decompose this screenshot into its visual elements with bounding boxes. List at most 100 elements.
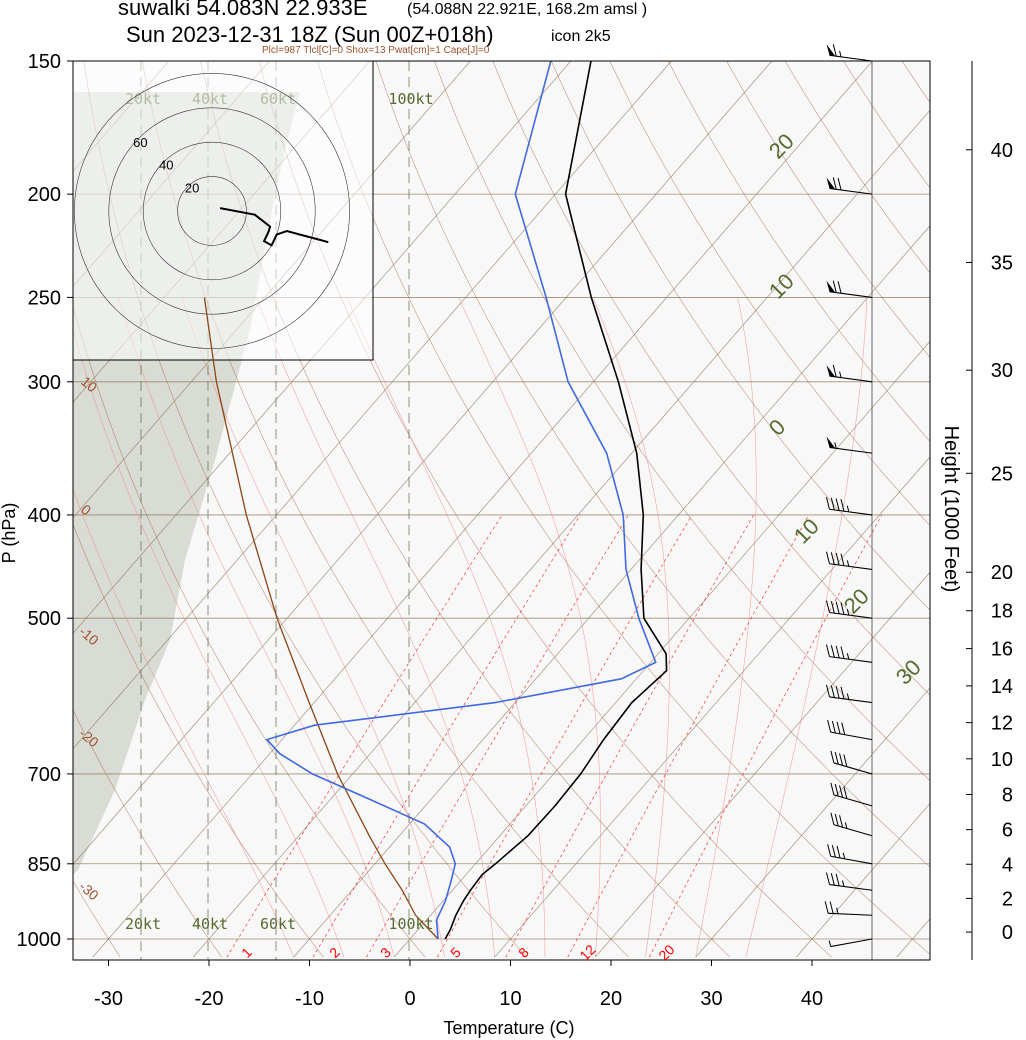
dry-adiabat	[609, 61, 930, 527]
wind-barb-flag	[835, 873, 840, 886]
height-tick-label: 6	[1002, 820, 1013, 842]
wind-barb-half-flag	[842, 880, 845, 887]
wind-barb-shaft	[830, 938, 873, 948]
wind-barb-pennant	[826, 436, 836, 449]
dry-adiabat	[73, 709, 223, 958]
wind-barb	[826, 600, 873, 619]
moist-adiabat	[458, 297, 601, 958]
temperature-tick-label: 0	[404, 988, 415, 1010]
pressure-tick-label: 200	[28, 184, 61, 206]
hodograph-ring	[108, 107, 316, 315]
temperature-tick-label: -10	[295, 988, 324, 1010]
speed-reference-label-bottom: 40kt	[192, 915, 228, 933]
wind-barb-flag	[843, 786, 848, 799]
mixing-ratio-line	[567, 514, 810, 958]
y-axis-title: P (hPa)	[0, 503, 19, 564]
height-tick-label: 35	[991, 252, 1013, 274]
speed-reference-label-bottom: 100kt	[388, 915, 433, 933]
wind-barb-half-flag	[834, 442, 837, 449]
isotherm	[695, 687, 930, 958]
wind-barb	[826, 177, 873, 195]
dry-adiabat	[83, 61, 528, 958]
parcel-path	[203, 297, 439, 940]
height-tick-label: 16	[991, 639, 1013, 661]
hodograph-trace	[219, 207, 329, 247]
temperature-tick-label: 20	[600, 988, 622, 1010]
wind-barb	[830, 750, 873, 775]
valid-time-title: Sun 2023-12-31 18Z (Sun 00Z+018h)	[126, 22, 494, 47]
wind-barb-flag	[827, 844, 832, 857]
height-tick-label: 10	[991, 749, 1013, 771]
wind-barb-flag	[840, 646, 845, 659]
wind-barb-flag	[837, 281, 842, 294]
wind-barb-shaft	[830, 731, 873, 741]
wind-barb-flag	[830, 750, 835, 764]
wind-barb	[826, 44, 873, 62]
pressure-tick-label: 400	[28, 505, 61, 527]
dry-adiabat	[258, 61, 832, 958]
wind-barb-pennant	[826, 44, 836, 57]
stability-indices: Plcl=987 Tlcl[C]=0 Shox=13 Pwat[cm]=1 Ca…	[262, 45, 490, 56]
wind-barb-flag	[830, 812, 835, 825]
wind-barb-flag	[826, 497, 830, 510]
hodograph-frame	[72, 60, 374, 361]
wind-barb-shaft	[829, 291, 873, 298]
wind-barb-flag	[836, 845, 841, 859]
wind-barb-flag	[839, 815, 844, 828]
isotherm	[92, 61, 873, 958]
temperature-tick-label: -20	[195, 988, 224, 1010]
wind-barb-flag	[824, 901, 829, 914]
isotherm	[393, 340, 930, 958]
wind-barb-flag	[835, 601, 840, 614]
hodograph-ring-label: 40	[159, 158, 173, 173]
x-axis-title: Temperature (C)	[443, 1018, 574, 1038]
wind-barb-half-flag	[839, 371, 842, 378]
wind-barb-flag	[830, 873, 835, 886]
wind-barb	[826, 551, 873, 570]
height-axis-title: Height (1000 Feet)	[940, 426, 962, 593]
hodograph-ring	[142, 141, 282, 281]
isotherm	[73, 61, 672, 750]
wind-barb-flag	[826, 551, 830, 564]
mixing-ratio-line	[505, 514, 754, 958]
wind-barb-flag	[834, 752, 839, 765]
dry-adiabat	[73, 523, 324, 958]
hodograph: 20 40 60	[72, 60, 374, 361]
wind-barb-shaft	[829, 187, 873, 195]
wind-barb-shaft	[833, 762, 873, 775]
wind-barb-flag	[834, 813, 839, 827]
wind-barb-shaft	[829, 508, 873, 516]
wind-barb-shaft	[829, 656, 873, 663]
wind-barb-flag	[834, 783, 839, 797]
wind-barb-flag	[826, 644, 830, 657]
dry-adiabat	[317, 61, 930, 955]
wind-barb	[827, 719, 873, 741]
wind-barb-shaft	[829, 375, 873, 383]
sounding-profiles	[203, 61, 668, 940]
wind-barb-flag	[832, 280, 837, 293]
wind-barb-flag	[830, 782, 835, 795]
plot-frame	[72, 60, 931, 961]
temperature-tick-label: 10	[499, 988, 521, 1010]
wind-barb-flag	[832, 364, 837, 378]
wind-barb-flag	[830, 685, 835, 698]
wind-barb-flag	[827, 719, 832, 733]
wind-barb-flag	[835, 645, 840, 659]
wind-barb-flag	[840, 602, 845, 615]
wind-barb-flag	[835, 686, 840, 699]
wind-barb	[824, 901, 873, 916]
moist-adiabat	[695, 297, 757, 958]
wind-barb-shaft	[829, 563, 873, 570]
pressure-tick-label: 850	[28, 854, 61, 876]
isotherm	[73, 61, 572, 634]
moist-adiabat	[592, 297, 670, 958]
dry-adiabat	[960, 61, 1026, 957]
dry-adiabat	[1019, 61, 1026, 957]
wind-barb	[826, 436, 873, 454]
dry-adiabat	[434, 61, 930, 782]
pressure-tick-label: 1000	[17, 929, 62, 951]
wind-barb-half-flag	[839, 50, 842, 57]
height-tick-label: 14	[991, 676, 1013, 698]
wind-barb	[826, 644, 873, 663]
dry-adiabat	[375, 61, 930, 868]
